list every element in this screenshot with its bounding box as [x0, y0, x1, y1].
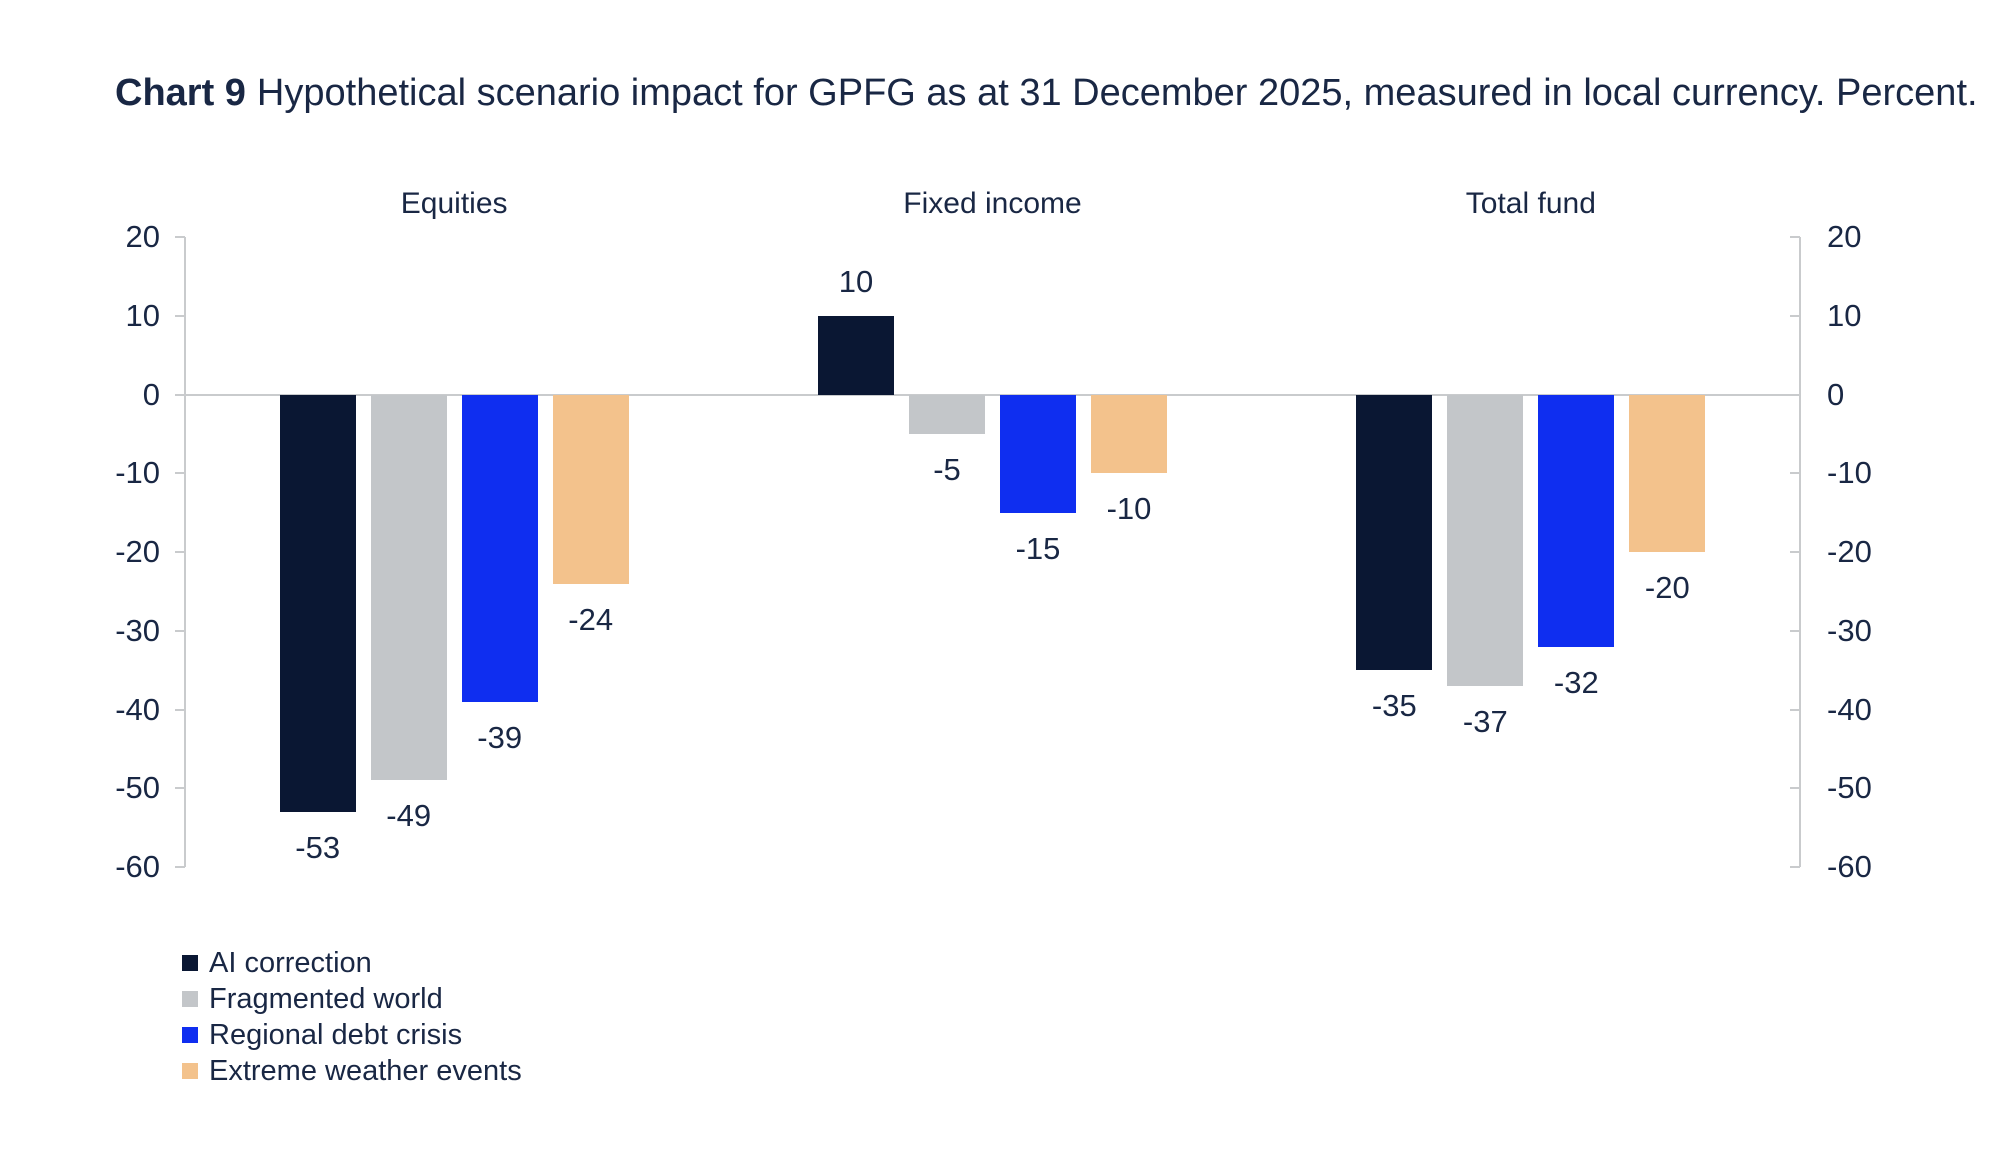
bar-value-label: -49 — [386, 798, 432, 834]
y-axis-tick-label-left: 0 — [142, 376, 160, 412]
legend-item-extreme-weather-events: Extreme weather events — [182, 1053, 522, 1089]
bar-value-label: -5 — [933, 451, 961, 487]
chart-legend: AI correction Fragmented world Regional de… — [182, 945, 522, 1089]
bar-fixed-income-extreme-weather-events — [1091, 394, 1167, 474]
y-axis-tick-label-left: -60 — [115, 849, 160, 884]
bar-fixed-income-fragmented-world — [909, 394, 985, 434]
axis-tick-right — [1790, 314, 1800, 317]
y-axis-tick-label-left: -50 — [115, 770, 160, 806]
bar-fixed-income-regional-debt-crisis — [1000, 394, 1076, 513]
bar-fixed-income-ai-correction — [818, 315, 894, 395]
y-axis-tick-label-left: -30 — [115, 612, 160, 648]
axis-tick-right — [1790, 472, 1800, 475]
y-axis-tick-label-left: 10 — [125, 297, 160, 333]
bar-total-fund-fragmented-world — [1447, 394, 1524, 686]
bar-equities-regional-debt-crisis — [461, 394, 538, 702]
y-axis-line-left — [184, 237, 186, 867]
y-axis-tick-label-right: -50 — [1827, 770, 1872, 806]
bar-equities-fragmented-world — [370, 394, 447, 781]
y-axis-line-right — [1799, 237, 1801, 867]
axis-tick-right — [1790, 236, 1800, 238]
zero-axis-line — [185, 393, 1800, 396]
legend-swatch-extreme-weather-events — [182, 1063, 198, 1079]
bar-value-label: -10 — [1106, 491, 1152, 527]
category-label-fixed-income: Fixed income — [903, 187, 1082, 220]
bar-value-label: 10 — [838, 263, 874, 299]
y-axis-tick-label-left: -20 — [115, 534, 160, 569]
axis-tick-right — [1790, 393, 1800, 396]
legend-label: Fragmented world — [209, 983, 443, 1015]
y-axis-tick-label-right: -10 — [1827, 455, 1872, 491]
y-axis-tick-label-left: -10 — [115, 455, 160, 491]
y-axis-tick-label-left: -40 — [115, 691, 160, 727]
y-axis-tick-label-right: 20 — [1827, 219, 1862, 254]
legend-item-regional-debt-crisis: Regional debt crisis — [182, 1017, 522, 1053]
chart-number: Chart 9 — [115, 72, 246, 114]
y-axis-tick-label-right: -60 — [1827, 849, 1872, 884]
bar-value-label: -53 — [295, 829, 341, 865]
axis-tick-left — [175, 393, 185, 396]
chart-title-text: Hypothetical scenario impact for GPFG as… — [256, 72, 1978, 114]
legend-swatch-regional-debt-crisis — [182, 1027, 198, 1043]
axis-tick-left — [175, 472, 185, 475]
category-label-equities: Equities — [400, 187, 508, 220]
bar-equities-extreme-weather-events — [552, 394, 629, 584]
bar-value-label: -24 — [568, 601, 614, 637]
axis-tick-left — [175, 708, 185, 711]
legend-label: Extreme weather events — [209, 1055, 522, 1087]
bar-value-label: -37 — [1462, 703, 1508, 739]
axis-tick-left — [175, 236, 185, 238]
y-axis-tick-label-right: -40 — [1827, 691, 1872, 727]
bar-equities-ai-correction — [279, 394, 356, 812]
y-axis-tick-label-right: -30 — [1827, 612, 1872, 648]
axis-tick-left — [175, 551, 185, 553]
y-axis-tick-label-right: -20 — [1827, 534, 1872, 569]
axis-tick-right — [1790, 787, 1800, 790]
chart-title: Chart 9 Hypothetical scenario impact for … — [115, 70, 1978, 116]
legend-label: AI correction — [209, 947, 372, 979]
y-axis-tick-label-left: 20 — [125, 219, 160, 254]
y-axis-tick-label-right: 10 — [1827, 297, 1862, 333]
bar-total-fund-extreme-weather-events — [1629, 394, 1706, 552]
axis-tick-left — [175, 629, 185, 632]
bar-total-fund-regional-debt-crisis — [1538, 394, 1615, 647]
axis-tick-left — [175, 787, 185, 790]
legend-item-ai-correction: AI correction — [182, 945, 522, 981]
legend-label: Regional debt crisis — [209, 1019, 463, 1051]
legend-swatch-fragmented-world — [182, 991, 198, 1007]
bar-value-label: -20 — [1644, 570, 1690, 605]
axis-tick-left — [175, 866, 185, 868]
axis-tick-right — [1790, 866, 1800, 868]
axis-tick-right — [1790, 629, 1800, 632]
axis-tick-right — [1790, 708, 1800, 711]
bar-value-label: -32 — [1553, 664, 1599, 700]
legend-swatch-ai-correction — [182, 955, 198, 971]
legend-item-fragmented-world: Fragmented world — [182, 981, 522, 1017]
category-label-total-fund: Total fund — [1465, 187, 1596, 220]
axis-tick-left — [175, 314, 185, 317]
bar-value-label: -39 — [477, 719, 523, 755]
y-axis-tick-label-right: 0 — [1827, 376, 1845, 412]
bar-value-label: -35 — [1371, 688, 1417, 724]
axis-tick-right — [1790, 551, 1800, 553]
bar-value-label: -15 — [1015, 530, 1061, 566]
bar-total-fund-ai-correction — [1356, 394, 1433, 671]
